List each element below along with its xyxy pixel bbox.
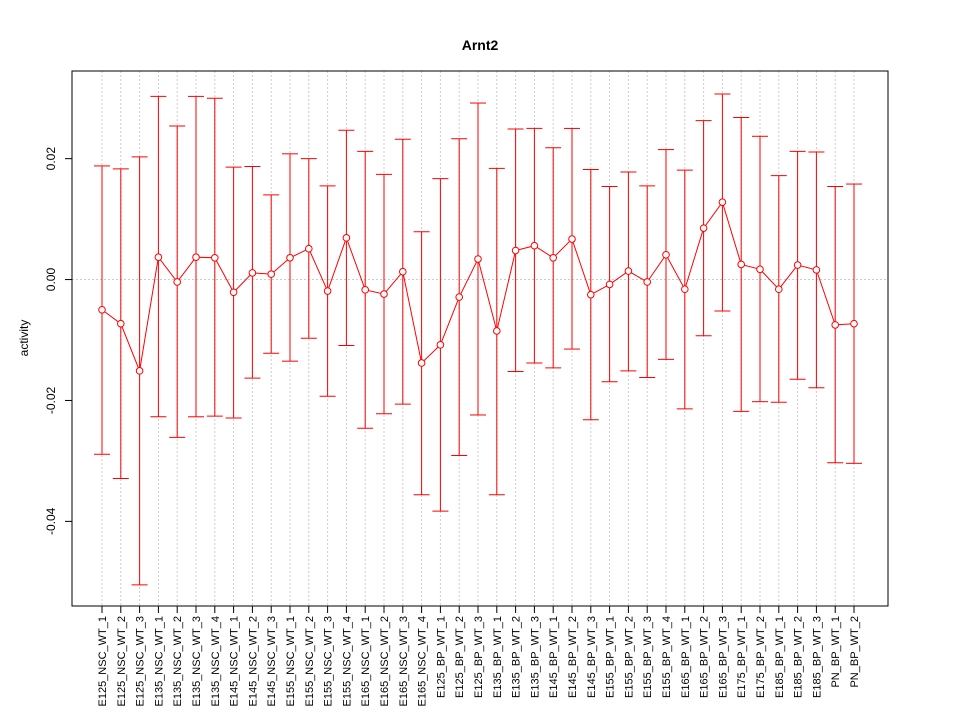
data-point <box>417 359 426 367</box>
data-point <box>718 198 727 206</box>
x-tick-label: E135_NSC_WT_4 <box>210 616 222 707</box>
x-tick-label: E155_NSC_WT_3 <box>323 616 335 707</box>
y-axis: -0.04 -0.02 0.00 0.02 <box>44 147 73 535</box>
data-point <box>248 269 257 277</box>
x-tick-label: E155_NSC_WT_2 <box>304 616 316 707</box>
y-axis-label: activity <box>17 320 31 357</box>
data-point <box>793 261 802 269</box>
x-tick-label: E175_BP_WT_2 <box>755 616 767 698</box>
x-tick-label: E125_BP_WT_3 <box>473 616 485 698</box>
data-point <box>624 267 633 275</box>
plot-frame <box>71 70 889 607</box>
x-tick-label: E125_NSC_WT_1 <box>97 616 109 707</box>
data-point <box>455 293 464 301</box>
y-tick-label: -0.02 <box>44 386 58 414</box>
data-point <box>812 266 821 274</box>
x-tick-label: E145_BP_WT_2 <box>567 616 579 698</box>
x-tick-label: E155_NSC_WT_4 <box>341 616 353 707</box>
x-tick-label: PN_BP_WT_2 <box>849 616 861 688</box>
data-point <box>192 253 200 261</box>
x-tick-label: E125_NSC_WT_2 <box>116 616 128 707</box>
x-tick-label: E145_BP_WT_1 <box>548 616 560 698</box>
x-tick-label: E155_NSC_WT_1 <box>285 616 297 707</box>
data-point <box>154 253 163 261</box>
data-point <box>380 290 388 298</box>
x-tick-label: E165_NSC_WT_2 <box>379 616 391 707</box>
data-point <box>211 253 219 262</box>
data-point <box>98 305 106 314</box>
data-point <box>361 286 370 294</box>
data-point <box>323 287 332 295</box>
data-point <box>399 267 407 276</box>
data-point <box>568 235 576 243</box>
x-tick-label: E135_NSC_WT_2 <box>172 616 184 707</box>
data-point <box>831 321 840 329</box>
x-axis: E125_NSC_WT_1 E125_NSC_WT_2 E125_NSC_WT_3 E… <box>97 605 861 707</box>
x-tick-label: E135_BP_WT_1 <box>492 616 504 698</box>
data-point <box>117 319 125 328</box>
x-tick-label: E145_BP_WT_3 <box>586 616 598 698</box>
chart-title: Arnt2 <box>462 37 499 53</box>
data-point <box>737 260 746 269</box>
x-tick-label: E165_NSC_WT_1 <box>360 616 372 707</box>
data-point <box>436 341 445 349</box>
data-point <box>173 278 181 286</box>
data-point <box>605 280 614 289</box>
x-tick-label: E185_BP_WT_3 <box>811 616 823 698</box>
x-tick-label: E165_NSC_WT_3 <box>398 616 410 707</box>
x-tick-label: E165_NSC_WT_4 <box>417 616 429 707</box>
x-tick-label: E135_NSC_WT_1 <box>153 616 165 707</box>
data-point <box>530 241 539 250</box>
x-tick-label: E135_BP_WT_2 <box>511 616 523 698</box>
x-tick-label: E135_BP_WT_3 <box>529 616 541 698</box>
data-point <box>493 327 501 335</box>
grid-lines <box>72 71 888 606</box>
data-point <box>549 253 558 262</box>
x-tick-label: E145_NSC_WT_1 <box>229 616 241 707</box>
y-tick-label: -0.04 <box>44 507 58 535</box>
data-point <box>267 270 276 278</box>
x-tick-label: E185_BP_WT_2 <box>793 616 805 698</box>
x-tick-label: E125_NSC_WT_3 <box>135 616 147 707</box>
x-tick-label: E125_BP_WT_2 <box>454 616 466 698</box>
data-point <box>342 234 351 242</box>
x-tick-label: E135_NSC_WT_3 <box>191 616 203 707</box>
data-point <box>305 244 313 253</box>
x-tick-label: E155_BP_WT_2 <box>623 616 635 698</box>
data-point <box>474 255 482 263</box>
x-tick-label: E155_BP_WT_4 <box>661 616 673 698</box>
data-point <box>643 278 652 286</box>
x-tick-label: E185_BP_WT_1 <box>774 616 786 698</box>
x-tick-label: E175_BP_WT_1 <box>736 616 748 698</box>
data-point <box>850 319 858 328</box>
data-point <box>511 246 520 255</box>
data-point <box>662 250 670 259</box>
x-tick-label: E165_BP_WT_1 <box>680 616 692 698</box>
data-point <box>775 285 783 294</box>
x-tick-label: E165_BP_WT_3 <box>717 616 729 698</box>
x-tick-label: E155_BP_WT_3 <box>642 616 654 698</box>
data-point <box>286 253 294 262</box>
x-tick-label: E145_NSC_WT_3 <box>266 616 278 707</box>
data-point <box>229 288 238 297</box>
x-tick-label: E165_BP_WT_2 <box>699 616 711 698</box>
x-tick-label: E125_BP_WT_1 <box>435 616 447 698</box>
data-point <box>699 224 708 232</box>
data-point <box>135 367 144 375</box>
y-tick-label: 0.02 <box>44 147 58 171</box>
x-tick-label: E155_BP_WT_1 <box>605 616 617 698</box>
y-tick-label: 0.00 <box>44 268 58 292</box>
data-point <box>681 285 689 294</box>
data-points <box>98 198 858 375</box>
data-point <box>587 290 595 299</box>
x-tick-label: PN_BP_WT_1 <box>830 616 842 688</box>
data-point <box>756 265 764 274</box>
x-tick-label: E145_NSC_WT_2 <box>247 616 259 707</box>
